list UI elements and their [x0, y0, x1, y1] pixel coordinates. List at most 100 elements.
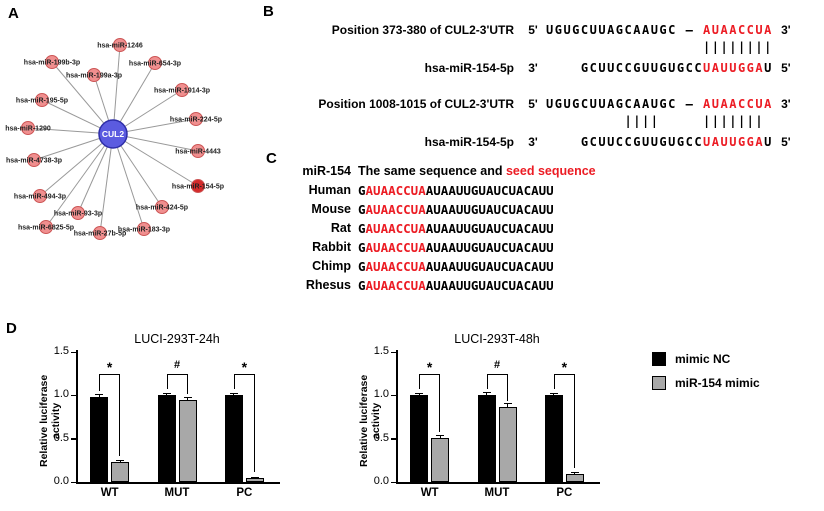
prime-end-label: 3': [528, 135, 538, 149]
bar-mir-154-mimic: [498, 406, 517, 482]
species-label: Rhesus: [305, 278, 351, 292]
x-category-label: MUT: [164, 487, 190, 499]
alignment-sequence-row: Position 1008-1015 of CUL2-3'UTR 5' UGUGCU…: [272, 94, 799, 114]
sequence-prefix: G: [358, 259, 366, 274]
species-sequence-row: Chimp GAUAACCUAAUAAUUGUAUCUACAUU: [300, 257, 596, 276]
sequence-segment: U: [764, 61, 773, 75]
sequence-rest: AUAAUUGUAUCUACAUU: [425, 202, 554, 217]
y-tick-label: 1.0: [373, 388, 389, 401]
chart-luci-24h: LUCI-293T-24h Relative luciferase activit…: [28, 330, 343, 511]
sig-bracket-right: [186, 373, 188, 394]
bar-mimic-nc: [544, 395, 563, 482]
alignment-sequence-row: hsa-miR-154-5p 3' GCUUCCGUUGUGCCUAUUGGAU 5…: [272, 132, 799, 152]
seed-sequence: AUAACCUA: [365, 221, 426, 236]
mirna-node-label: hsa-miR-199b-3p: [24, 60, 80, 67]
chart-luci-48h: LUCI-293T-48h Relative luciferase activit…: [348, 330, 663, 511]
sequence-segment: ||||||||: [546, 40, 773, 54]
prime-end-label: 3': [781, 97, 791, 111]
target-gene-label: CUL2: [102, 129, 124, 139]
sequence-segment: U: [764, 135, 773, 149]
bar-mimic-nc: [90, 397, 109, 482]
species-label: Human: [308, 183, 351, 197]
sig-bracket-top: [233, 373, 255, 375]
sequence-prefix: G: [358, 240, 366, 255]
bar-mir-154-mimic: [111, 462, 130, 482]
error-bar-cap: [503, 403, 512, 405]
species-label: Chimp: [312, 259, 351, 273]
panel-c-label: C: [266, 150, 277, 167]
sig-bracket-left: [166, 373, 168, 390]
x-category-label: MUT: [484, 487, 510, 499]
mirna-node: [148, 56, 162, 70]
panel-d-label: D: [6, 320, 17, 337]
mirna-node: [175, 83, 189, 97]
chart-title: LUCI-293T-24h: [134, 332, 220, 346]
sequence-prefix: G: [358, 221, 366, 236]
mirna-node-label: hsa-miR-27b-5p: [74, 231, 127, 238]
alignment-sequence-row: hsa-miR-154-5p 3' GCUUCCGUUGUGCCUAUUGGAU 5…: [272, 58, 799, 78]
species-sequence: GAUAACCUAAUAAUUGUAUCUACAUU: [358, 257, 554, 276]
seed-sequence-segment: UAUUGGA: [703, 135, 765, 149]
error-bar-cap: [570, 472, 579, 474]
species-sequence: GAUAACCUAAUAAUUGUAUCUACAUU: [358, 219, 554, 238]
sequence-segment: UGUGCUUAGCAAUGC –: [546, 23, 704, 37]
sig-bracket-top: [99, 373, 121, 375]
legend-item: mimic NC: [652, 352, 760, 366]
y-tick: [71, 481, 76, 483]
mirna-node: [27, 153, 41, 167]
pairing-bars: |||| |||||||: [546, 114, 764, 132]
alignment-block: Position 1008-1015 of CUL2-3'UTR 5' UGUGCU…: [272, 94, 799, 152]
prime-end-label: 5': [781, 135, 791, 149]
bar-mir-154-mimic: [178, 399, 197, 482]
y-tick-label: 1.0: [53, 388, 69, 401]
y-tick: [391, 481, 396, 483]
conservation-table: miR-154 The same sequence and seed sequen…: [300, 162, 596, 295]
mirna-node: [191, 144, 205, 158]
error-bar-cap: [116, 460, 125, 462]
seed-sequence-segment: UAUUGGA: [703, 61, 765, 75]
error-bar-line: [166, 392, 167, 396]
mirna-node: [189, 112, 203, 126]
species-label: Rat: [330, 221, 351, 235]
seed-sequence: AUAACCUA: [365, 202, 426, 217]
sequence-segment: |||| |||||||: [546, 114, 765, 128]
mirna-node-label: hsa-miR-4738-3p: [6, 158, 62, 165]
sequence-rest: AUAAUUGUAUCUACAUU: [425, 278, 554, 293]
species-sequence-row: Rabbit GAUAACCUAAUAAUUGUAUCUACAUU: [300, 238, 596, 257]
chart-title: LUCI-293T-48h: [454, 332, 540, 346]
mirna-node-label: hsa-miR-93-3p: [54, 211, 102, 218]
sequence-text: UGUGCUUAGCAAUGC – AUAACCUA: [546, 20, 773, 40]
error-bar-line: [507, 403, 508, 407]
network-edge: [39, 133, 114, 197]
y-tick-label: 0.0: [373, 475, 389, 487]
alignment-pairing-row: ||||||||: [272, 40, 799, 58]
seed-sequence: AUAACCUA: [365, 183, 426, 198]
network-edge: [112, 44, 121, 135]
prime-end-label: 3': [781, 23, 791, 37]
mirna-node: [191, 179, 205, 193]
mirna-node-label: hsa-miR-154-5p: [172, 184, 224, 191]
sig-bracket-top: [486, 373, 508, 375]
species-label: Mouse: [311, 202, 351, 216]
prime-end-label: 5': [528, 23, 538, 37]
mirna-node: [113, 38, 127, 52]
sig-bracket-left: [486, 373, 488, 390]
species-sequence: GAUAACCUAAUAAUUGUAUCUACAUU: [358, 181, 554, 200]
error-bar-cap: [549, 392, 558, 394]
chart-legend: mimic NC miR-154 mimic: [652, 352, 760, 400]
legend-label: mimic NC: [675, 352, 731, 366]
sig-bracket-right: [119, 373, 121, 457]
legend-item: miR-154 mimic: [652, 376, 760, 390]
x-axis: [76, 482, 280, 484]
network-edge: [45, 133, 114, 228]
species-sequence-row: Mouse GAUAACCUAAUAAUUGUAUCUACAUU: [300, 200, 596, 219]
panel-b-label: B: [263, 3, 274, 20]
y-tick: [71, 351, 76, 353]
mirna-node-label: hsa-miR-6825-5p: [18, 225, 74, 232]
title-red: seed sequence: [505, 164, 596, 178]
species-sequence-row: Rat GAUAACCUAAUAAUUGUAUCUACAUU: [300, 219, 596, 238]
alignment-site-label: [272, 114, 520, 132]
species-sequence-row: Human GAUAACCUAAUAAUUGUAUCUACAUU: [300, 181, 596, 200]
legend-swatch: [652, 352, 666, 366]
